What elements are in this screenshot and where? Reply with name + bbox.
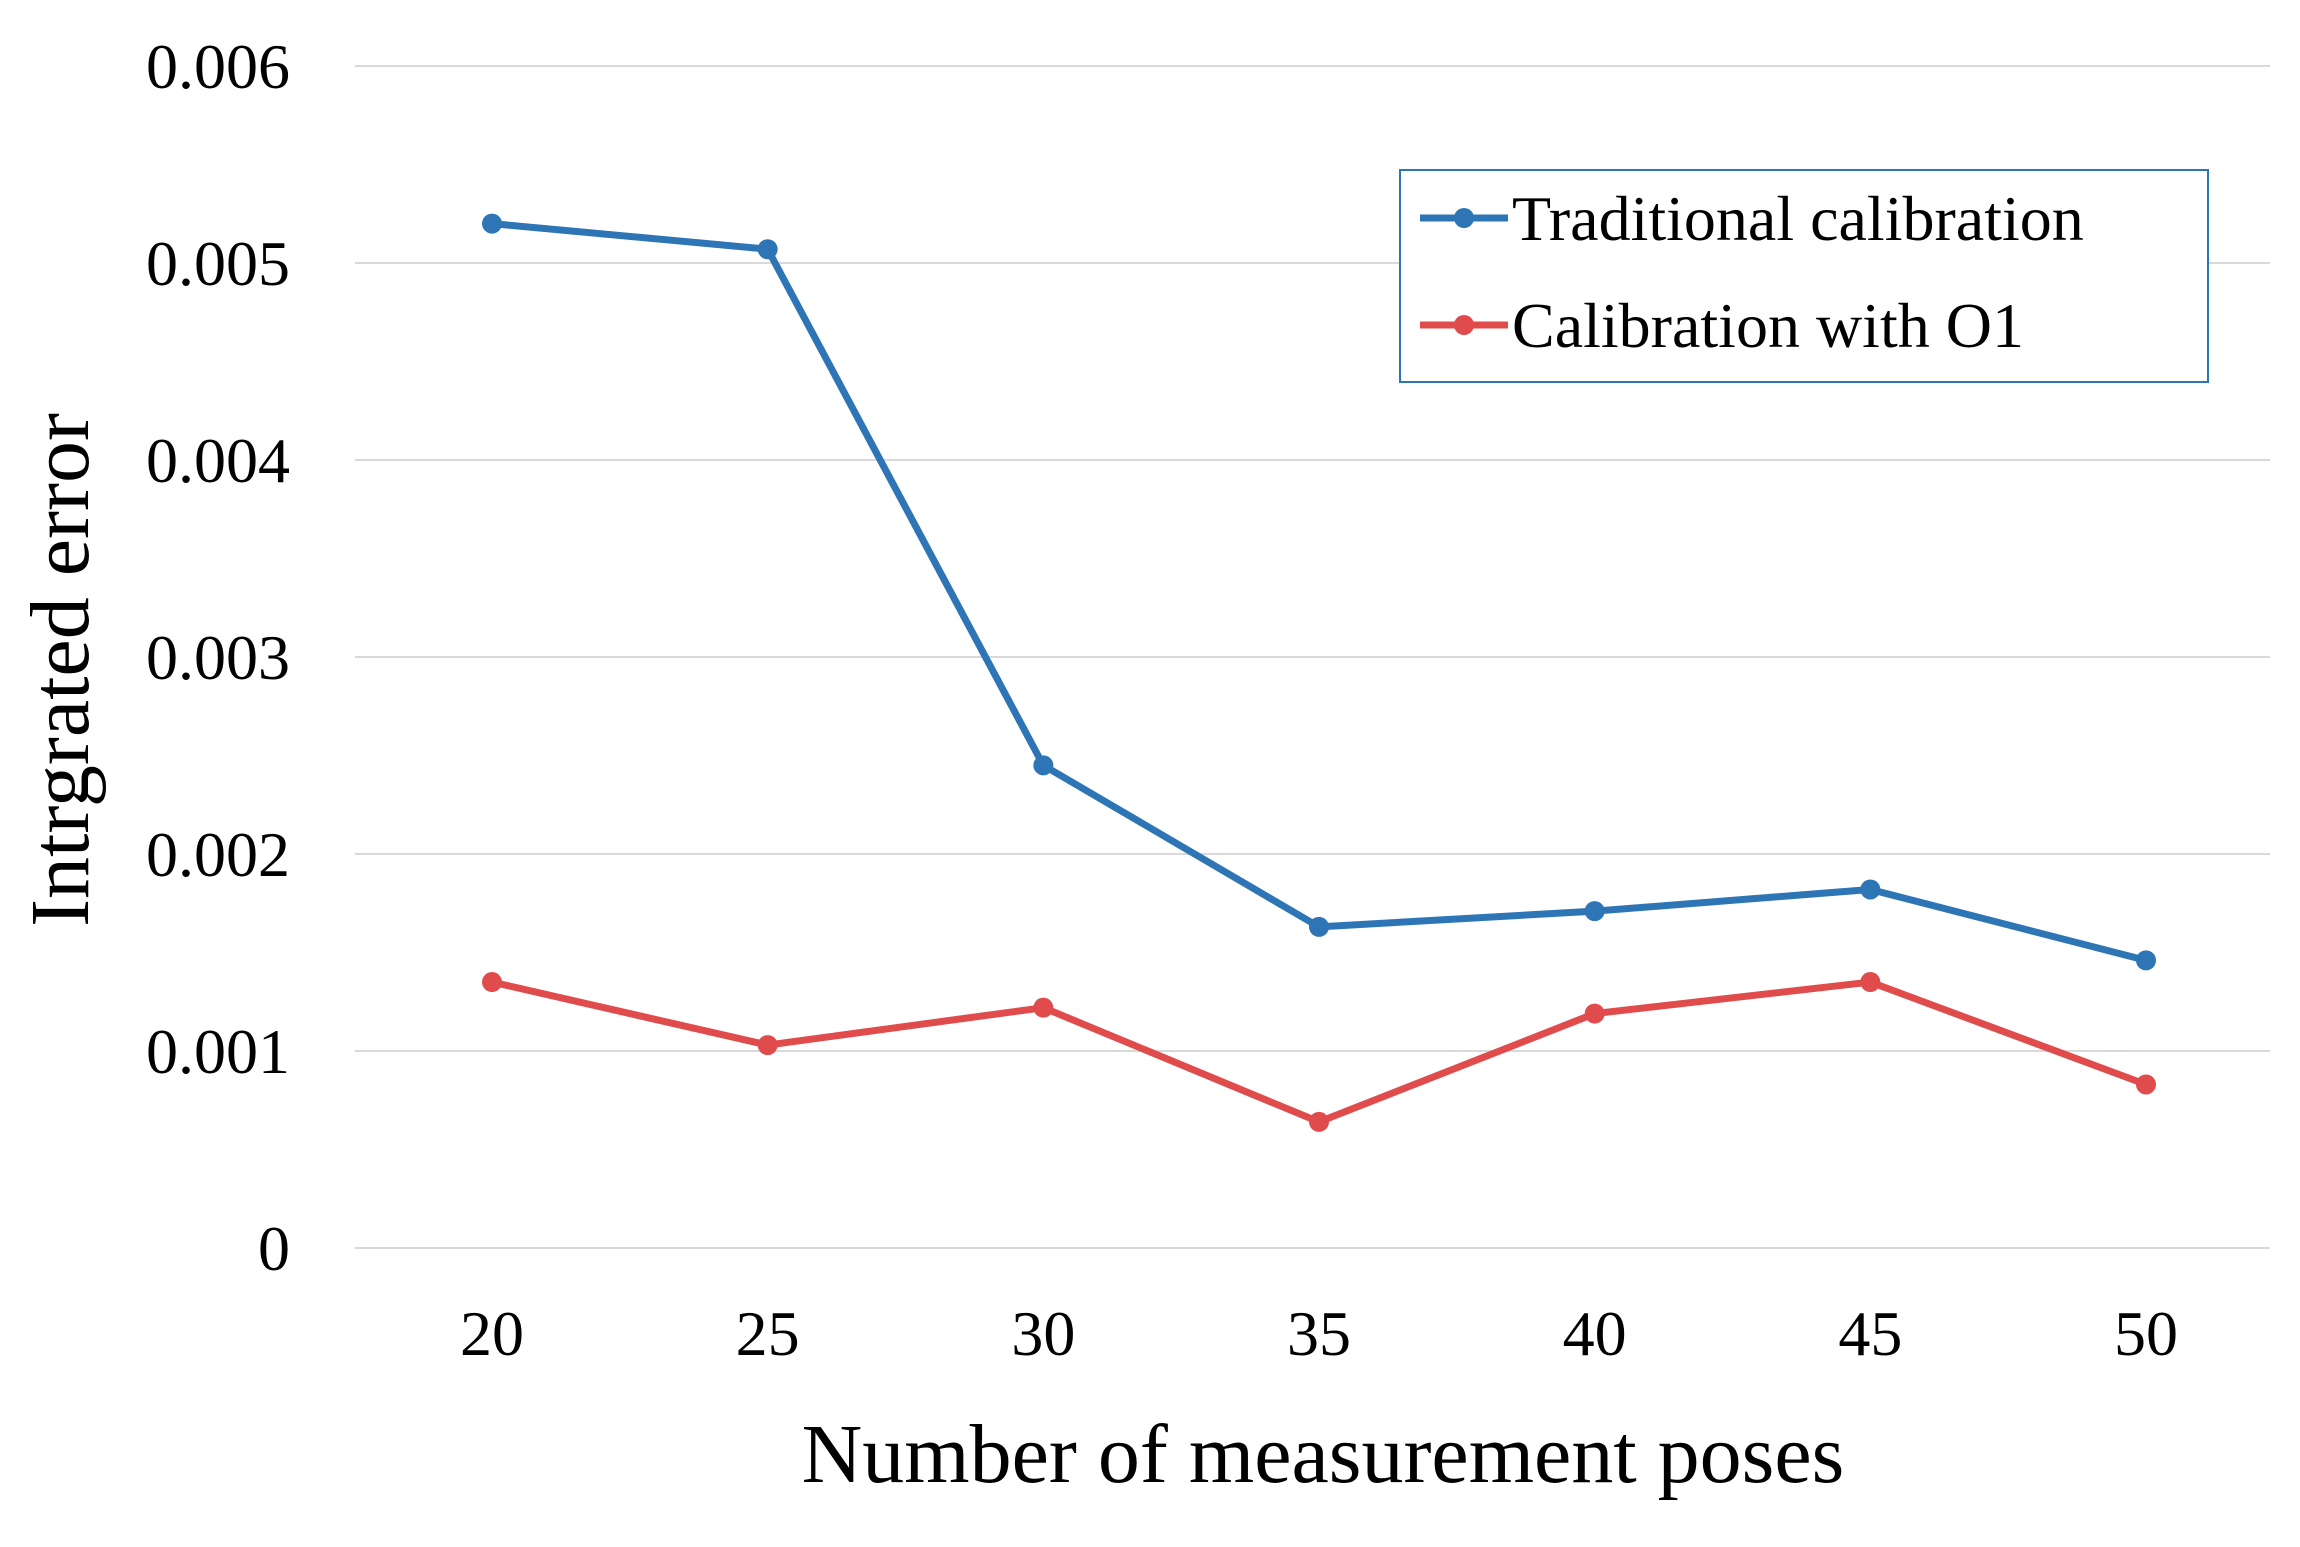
legend-swatch-marker [1454,208,1474,228]
legend-box [1399,169,2209,383]
y-tick-label: 0.001 [146,1016,290,1087]
x-tick-label: 30 [1011,1298,1075,1369]
y-axis-ticks: 0 0.001 0.002 0.003 0.004 0.005 0.006 [146,31,290,1284]
data-point [2136,950,2156,971]
x-tick-label: 45 [1838,1298,1902,1369]
data-point [482,972,502,993]
y-tick-label: 0.006 [146,31,290,102]
data-point [1584,1003,1605,1024]
data-point [1309,1111,1329,1132]
data-point [757,239,778,260]
data-point [1309,916,1329,937]
legend-swatch-marker [1454,315,1474,335]
x-tick-label: 40 [1563,1298,1627,1369]
y-tick-label: 0.004 [146,425,290,496]
data-point [1584,901,1605,922]
data-point [1860,972,1881,993]
x-tick-label: 25 [736,1298,800,1369]
y-tick-label: 0 [258,1213,290,1284]
data-point [1860,879,1881,900]
y-tick-label: 0.005 [146,228,290,299]
data-point [1033,997,1054,1018]
data-point [2136,1074,2156,1095]
x-tick-label: 20 [460,1298,524,1369]
y-axis-title: Intrgrated error [14,413,107,927]
x-tick-label: 35 [1287,1298,1351,1369]
legend: Traditional calibration Calibration with … [1399,169,2209,383]
series-layer [482,213,2156,1132]
x-axis-ticks: 20 25 30 35 40 45 50 [460,1298,2178,1369]
y-tick-label: 0.002 [146,819,290,890]
series-2 [482,972,2156,1132]
grid [355,65,2270,1249]
legend-label: Calibration with O1 [1512,290,2024,361]
data-point [757,1035,778,1056]
series-1 [482,213,2156,971]
x-axis-title: Number of measurement poses [802,1408,1845,1501]
data-point [1033,755,1054,776]
y-tick-label: 0.003 [146,622,290,693]
x-tick-label: 50 [2114,1298,2178,1369]
legend-label: Traditional calibration [1512,183,2084,254]
data-point [482,213,502,234]
